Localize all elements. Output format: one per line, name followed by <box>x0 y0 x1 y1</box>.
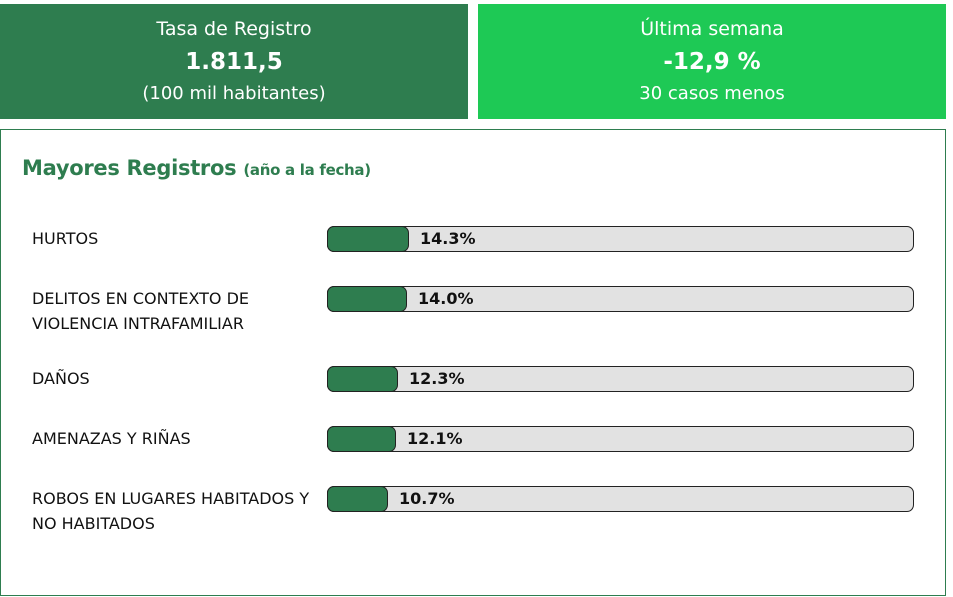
card-subtitle: 30 casos menos <box>639 83 785 104</box>
record-row: DAÑOS 12.3% <box>1 365 945 426</box>
record-percent: 12.1% <box>407 429 463 448</box>
record-label: HURTOS <box>32 229 99 248</box>
card-subtitle: (100 mil habitantes) <box>142 83 326 104</box>
record-label: ROBOS EN LUGARES HABITADOS Y NO HABITADO… <box>32 489 310 533</box>
record-label: AMENAZAS Y RIÑAS <box>32 429 191 448</box>
record-percent: 14.0% <box>418 289 474 308</box>
record-row: AMENAZAS Y RIÑAS 12.1% <box>1 425 945 486</box>
record-row: HURTOS 14.3% <box>1 225 945 286</box>
record-bar-fill <box>326 225 409 252</box>
record-bar-fill <box>326 485 388 512</box>
record-bar-fill <box>326 425 396 452</box>
record-percent: 10.7% <box>399 489 455 508</box>
record-bar-track: 12.1% <box>326 425 914 452</box>
record-row: DELITOS EN CONTEXTO DE VIOLENCIA INTRAFA… <box>1 285 945 346</box>
record-percent: 14.3% <box>420 229 476 248</box>
record-bar-track: 10.7% <box>326 485 914 512</box>
card-value: -12,9 % <box>663 49 761 75</box>
panel-title-period: (año a la fecha) <box>243 161 371 179</box>
record-percent: 12.3% <box>409 369 465 388</box>
card-title: Tasa de Registro <box>156 18 312 40</box>
record-bar-track: 14.0% <box>326 285 914 312</box>
record-bar-track: 12.3% <box>326 365 914 392</box>
record-bar-fill <box>326 365 398 392</box>
record-bar-track: 14.3% <box>326 225 914 252</box>
card-value: 1.811,5 <box>185 49 283 75</box>
last-week-card: Última semana -12,9 % 30 casos menos <box>478 4 946 119</box>
top-records-panel: Mayores Registros (año a la fecha) HURTO… <box>0 129 946 596</box>
card-title: Última semana <box>640 18 784 40</box>
record-bar-fill <box>326 285 407 312</box>
record-label: DELITOS EN CONTEXTO DE VIOLENCIA INTRAFA… <box>32 289 250 333</box>
summary-cards: Tasa de Registro 1.811,5 (100 mil habita… <box>0 4 953 120</box>
registration-rate-card: Tasa de Registro 1.811,5 (100 mil habita… <box>0 4 468 119</box>
panel-title: Mayores Registros (año a la fecha) <box>22 156 371 180</box>
record-label: DAÑOS <box>32 369 90 388</box>
panel-title-main: Mayores Registros <box>22 156 237 180</box>
record-row: ROBOS EN LUGARES HABITADOS Y NO HABITADO… <box>1 485 945 546</box>
